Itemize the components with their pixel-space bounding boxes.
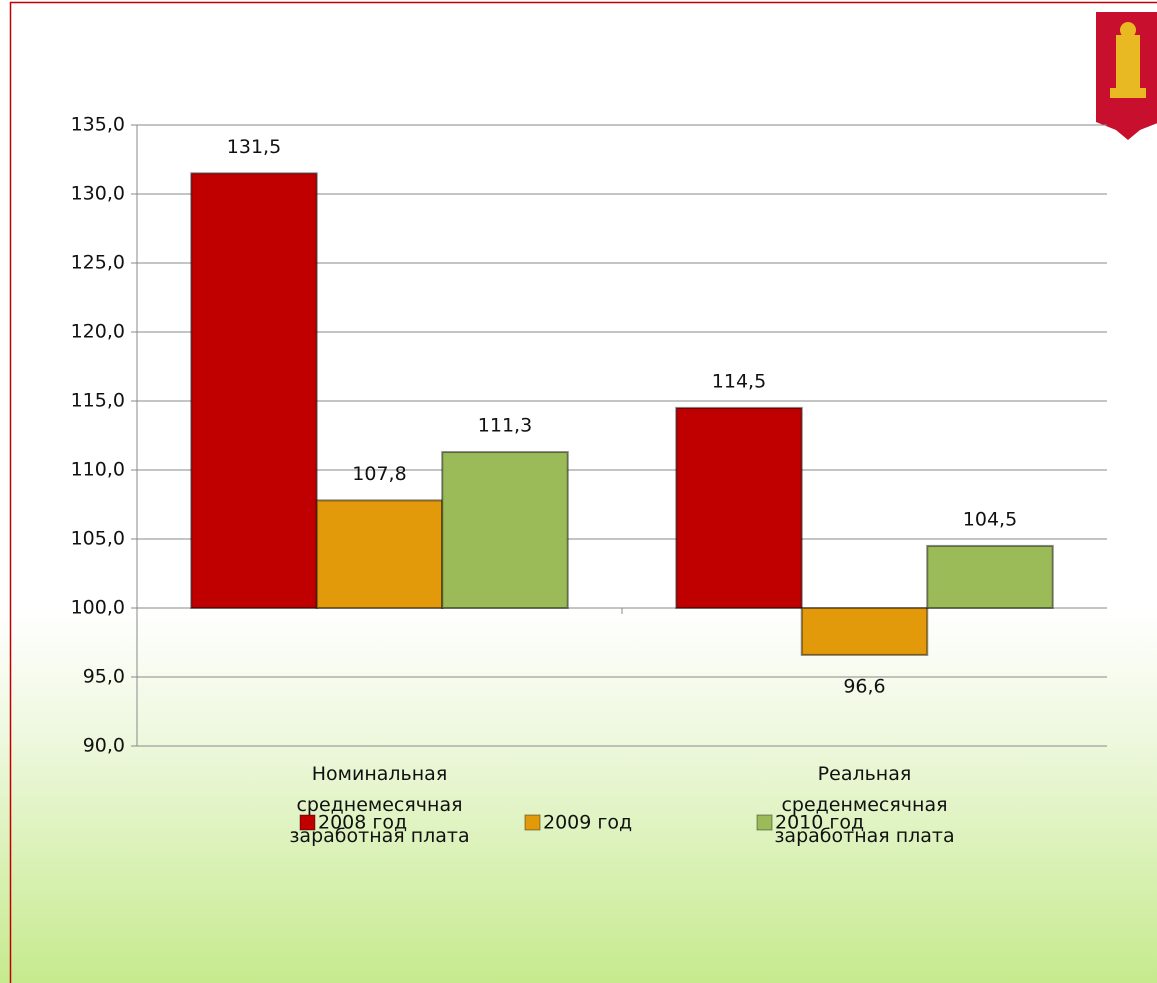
legend-swatch (299, 814, 316, 831)
y-tick-label: 95,0 (83, 666, 125, 688)
y-tick-label: 125,0 (71, 252, 125, 274)
y-tick-label: 110,0 (71, 459, 125, 481)
y-tick-label: 105,0 (71, 528, 125, 550)
bar (926, 544, 1054, 610)
emblem (1096, 12, 1157, 140)
legend-label: 2008 год (318, 812, 407, 834)
data-label: 104,5 (963, 508, 1017, 530)
frame (9, 1, 1157, 983)
data-label: 107,8 (352, 463, 406, 485)
bar (800, 607, 929, 656)
y-tick-label: 100,0 (71, 597, 125, 619)
data-label: 96,6 (843, 675, 885, 697)
x-tick-label: Номинальная среднемесячная заработная пл… (289, 763, 470, 847)
y-tick-label: 115,0 (71, 390, 125, 412)
legend-swatch (756, 814, 773, 831)
legend-label: 2009 год (543, 812, 632, 834)
y-tick-label: 90,0 (83, 735, 125, 757)
y-tick-label: 135,0 (71, 114, 125, 136)
legend-swatch (524, 814, 541, 831)
x-tick-label: Реальная среденмесячная заработная плата (774, 763, 955, 847)
bar (441, 451, 569, 609)
bar (675, 406, 803, 609)
legend-label: 2010 год (775, 812, 864, 834)
y-tick-label: 130,0 (71, 183, 125, 205)
bar (315, 499, 444, 609)
data-label: 114,5 (712, 370, 766, 392)
data-label: 131,5 (227, 136, 281, 158)
bar (190, 172, 318, 610)
data-label: 111,3 (478, 415, 532, 437)
y-tick-label: 120,0 (71, 321, 125, 343)
